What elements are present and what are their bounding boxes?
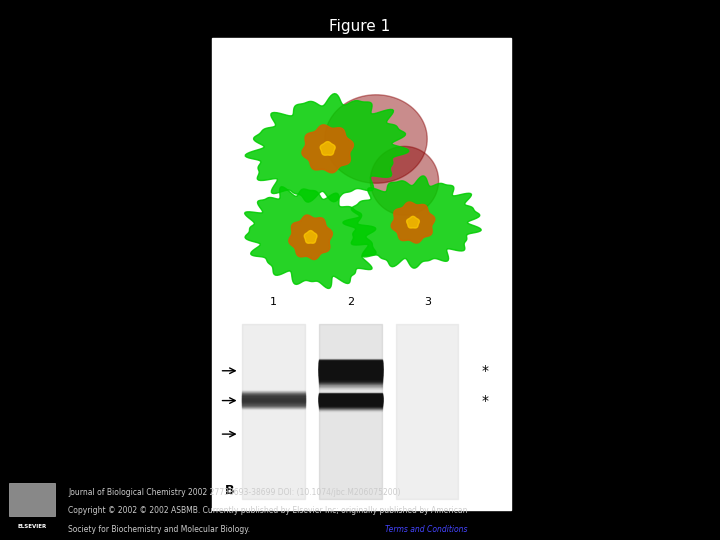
Polygon shape [343, 176, 481, 268]
FancyBboxPatch shape [212, 38, 511, 510]
Text: 76: 76 [196, 429, 208, 439]
Text: Copyright © 2002 © 2002 ASBMB. Currently published by Elsevier Inc; originally p: Copyright © 2002 © 2002 ASBMB. Currently… [68, 507, 468, 515]
Polygon shape [320, 141, 336, 155]
Polygon shape [245, 187, 376, 288]
Text: A: A [228, 291, 238, 303]
Text: Terms and Conditions: Terms and Conditions [384, 525, 467, 534]
Polygon shape [407, 217, 419, 228]
Text: ELSEVIER: ELSEVIER [18, 524, 47, 529]
Polygon shape [305, 231, 317, 243]
Text: B: B [225, 484, 235, 497]
Polygon shape [289, 215, 333, 260]
Polygon shape [370, 146, 438, 215]
Polygon shape [325, 95, 427, 183]
Polygon shape [246, 93, 409, 202]
Text: 3: 3 [423, 298, 431, 307]
Text: 116: 116 [190, 396, 208, 406]
Text: 170: 170 [190, 366, 208, 376]
Text: *: * [481, 394, 488, 408]
Text: kDa: kDa [168, 301, 188, 311]
Text: *: * [481, 364, 488, 378]
Polygon shape [302, 125, 354, 173]
Polygon shape [391, 202, 435, 243]
Text: 2: 2 [347, 298, 354, 307]
Text: Society for Biochemistry and Molecular Biology.: Society for Biochemistry and Molecular B… [68, 525, 251, 534]
Bar [9, 483, 55, 516]
Text: 1: 1 [270, 298, 277, 307]
Text: Journal of Biological Chemistry 2002 27738693-38699 DOI: (10.1074/jbc.M206075200: Journal of Biological Chemistry 2002 277… [68, 488, 401, 497]
Text: Figure 1: Figure 1 [329, 19, 391, 34]
